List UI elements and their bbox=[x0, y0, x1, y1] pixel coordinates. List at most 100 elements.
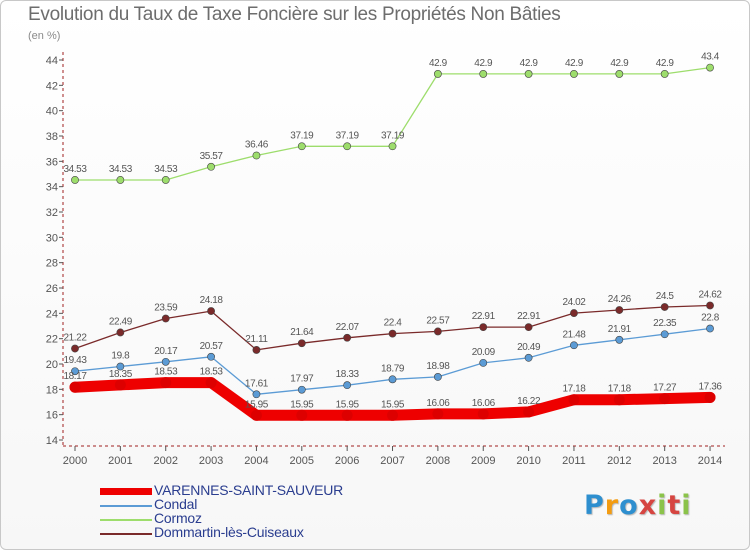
data-point-dommartin-2000 bbox=[71, 344, 79, 353]
data-label-condal-2001: 19.8 bbox=[111, 351, 130, 362]
data-point-varennes-2000 bbox=[69, 381, 81, 393]
data-point-condal-2001 bbox=[116, 362, 125, 371]
data-label-condal-2013: 22.35 bbox=[653, 318, 677, 329]
x-tick-label-2009: 2009 bbox=[471, 455, 495, 467]
x-tick-label-2004: 2004 bbox=[244, 455, 268, 467]
data-label-condal-2006: 18.33 bbox=[336, 369, 360, 380]
x-tick-label-2005: 2005 bbox=[290, 455, 314, 467]
x-tick-label-2001: 2001 bbox=[108, 455, 132, 467]
logo-letter: i bbox=[681, 490, 692, 521]
y-tick-label-22: 22 bbox=[46, 334, 58, 346]
data-point-condal-2004 bbox=[252, 390, 261, 399]
y-tick-label-38: 38 bbox=[46, 131, 58, 143]
data-point-varennes-2001 bbox=[114, 379, 126, 391]
data-point-varennes-2003 bbox=[205, 377, 217, 389]
data-point-varennes-2002 bbox=[160, 377, 172, 389]
data-label-dommartin-2010: 22.91 bbox=[517, 311, 541, 322]
data-label-cormoz-2005: 37.19 bbox=[290, 130, 314, 141]
legend-swatch-cormoz bbox=[100, 519, 152, 521]
data-point-dommartin-2001 bbox=[116, 328, 125, 337]
data-point-condal-2013 bbox=[660, 330, 669, 339]
data-label-varennes-2006: 15.95 bbox=[336, 399, 360, 410]
data-label-varennes-2002: 18.53 bbox=[154, 367, 178, 378]
data-label-condal-2004: 17.61 bbox=[245, 378, 269, 389]
chart-title: Evolution du Taux de Taxe Foncière sur l… bbox=[28, 4, 561, 25]
data-label-cormoz-2003: 35.57 bbox=[200, 151, 224, 162]
data-point-cormoz-2002 bbox=[161, 176, 170, 184]
data-label-condal-2009: 20.09 bbox=[472, 347, 496, 358]
data-label-condal-2008: 18.98 bbox=[426, 361, 450, 372]
data-point-varennes-2014 bbox=[704, 391, 716, 403]
data-label-varennes-2011: 17.18 bbox=[562, 384, 586, 395]
data-point-varennes-2011 bbox=[568, 394, 580, 406]
data-label-dommartin-2001: 22.49 bbox=[109, 316, 133, 327]
data-label-cormoz-2013: 42.9 bbox=[656, 58, 675, 69]
data-point-cormoz-2014 bbox=[706, 63, 714, 72]
x-tick-label-2000: 2000 bbox=[63, 455, 87, 467]
data-point-condal-2014 bbox=[706, 324, 714, 333]
y-tick-label-30: 30 bbox=[46, 232, 58, 244]
data-point-dommartin-2005 bbox=[297, 339, 306, 348]
data-point-varennes-2012 bbox=[613, 394, 625, 406]
data-label-dommartin-2012: 24.26 bbox=[608, 294, 632, 305]
data-label-dommartin-2007: 22.4 bbox=[384, 318, 403, 329]
data-label-dommartin-2005: 21.64 bbox=[290, 327, 314, 338]
y-tick-label-18: 18 bbox=[46, 384, 58, 396]
data-label-dommartin-2002: 23.59 bbox=[154, 303, 178, 314]
data-label-dommartin-2011: 24.02 bbox=[562, 297, 586, 308]
legend-label-varennes: VARENNES-SAINT-SAUVEUR bbox=[154, 482, 344, 498]
data-label-condal-2012: 21.91 bbox=[608, 324, 632, 335]
x-tick-label-2006: 2006 bbox=[335, 455, 359, 467]
data-label-varennes-2000: 18.17 bbox=[63, 371, 87, 382]
y-tick-label-36: 36 bbox=[46, 156, 58, 168]
data-point-condal-2002 bbox=[161, 357, 170, 366]
data-point-varennes-2013 bbox=[659, 393, 671, 405]
data-label-varennes-2003: 18.53 bbox=[200, 367, 224, 378]
y-tick-label-40: 40 bbox=[46, 106, 58, 118]
data-point-dommartin-2014 bbox=[706, 301, 714, 310]
data-label-condal-2002: 20.17 bbox=[154, 346, 178, 357]
data-point-cormoz-2000 bbox=[71, 176, 79, 184]
logo-letter: r bbox=[604, 490, 620, 521]
data-point-condal-2009 bbox=[479, 358, 488, 367]
unit-label: (en %) bbox=[28, 30, 61, 42]
data-point-cormoz-2006 bbox=[343, 142, 352, 151]
legend-swatch-varennes bbox=[100, 488, 152, 495]
data-point-condal-2005 bbox=[297, 385, 306, 394]
legend-swatch-condal bbox=[100, 505, 152, 507]
data-label-varennes-2004: 15.95 bbox=[245, 399, 269, 410]
y-tick-label-14: 14 bbox=[46, 435, 58, 447]
data-point-varennes-2007 bbox=[387, 409, 399, 421]
legend-label-cormoz: Cormoz bbox=[154, 510, 202, 526]
data-label-dommartin-2008: 22.57 bbox=[426, 315, 450, 326]
data-label-cormoz-2012: 42.9 bbox=[610, 58, 629, 69]
proxiti-logo: Proxiti bbox=[584, 490, 692, 521]
x-tick-label-2014: 2014 bbox=[698, 455, 722, 467]
x-tick-label-2011: 2011 bbox=[562, 455, 586, 467]
data-point-cormoz-2011 bbox=[570, 70, 578, 78]
data-label-varennes-2008: 16.06 bbox=[426, 398, 450, 409]
x-tick-label-2012: 2012 bbox=[607, 455, 631, 467]
data-label-cormoz-2008: 42.9 bbox=[429, 58, 448, 69]
y-tick-label-28: 28 bbox=[46, 258, 58, 270]
data-label-dommartin-2014: 24.62 bbox=[699, 289, 723, 300]
data-point-condal-2007 bbox=[388, 375, 397, 384]
data-point-condal-2008 bbox=[433, 373, 442, 381]
data-labels: 19.43 19.8 20.17 20.57 17.61 17.97 18.33 18.79 1… bbox=[63, 52, 722, 411]
logo-letter: P bbox=[584, 490, 605, 521]
data-label-condal-2003: 20.57 bbox=[200, 341, 224, 352]
data-label-cormoz-2007: 37.19 bbox=[381, 130, 405, 141]
data-point-condal-2003 bbox=[207, 352, 215, 361]
data-label-condal-2011: 21.48 bbox=[562, 329, 586, 340]
x-tick-label-2003: 2003 bbox=[199, 455, 223, 467]
data-point-dommartin-2011 bbox=[570, 309, 578, 317]
data-point-varennes-2004 bbox=[250, 409, 262, 421]
y-tick-label-16: 16 bbox=[46, 410, 58, 422]
data-label-cormoz-2002: 34.53 bbox=[154, 164, 178, 175]
data-point-varennes-2006 bbox=[341, 409, 353, 421]
y-tick-label-20: 20 bbox=[46, 359, 58, 371]
x-tick-label-2007: 2007 bbox=[380, 455, 404, 467]
data-point-condal-2012 bbox=[615, 335, 624, 344]
data-label-varennes-2014: 17.36 bbox=[699, 381, 723, 392]
